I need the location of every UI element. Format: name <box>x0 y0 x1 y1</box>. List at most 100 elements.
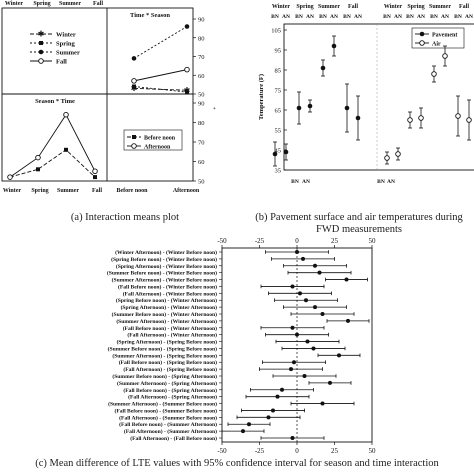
series-line <box>133 69 188 82</box>
season-label: Winter <box>272 4 291 10</box>
plot-b-frame <box>283 23 474 171</box>
legend-label: Spring <box>56 41 76 48</box>
sub-label: AN <box>306 14 314 20</box>
x-tick-label-bottom: -50 <box>217 447 227 455</box>
season-label: Fall <box>93 1 103 7</box>
sub-label: BN <box>343 14 351 20</box>
comparison-label: (Fall Before noon) - (Summer Before noon… <box>114 407 217 414</box>
comparison-label: (Winter Afternoon) - (Winter Before noon… <box>115 249 217 256</box>
sub-label: BN <box>454 14 462 20</box>
comparison-label: (Fall Afternoon) - (Fall Before noon) <box>130 435 217 442</box>
panel-title: Season * Time <box>35 98 75 105</box>
comparison-label: (Summer Before noon) - (Spring Afternoon… <box>112 373 217 380</box>
data-point <box>7 174 13 180</box>
comparison-label: (Spring Afternoon) - (Spring Before noon… <box>117 339 218 346</box>
x-tick-label: Before noon <box>116 188 148 194</box>
y-tick-label: 90 <box>198 17 205 24</box>
mean-point <box>320 312 325 316</box>
legend-label: Pavement <box>432 33 457 39</box>
data-point <box>63 111 69 118</box>
data-point <box>131 56 137 61</box>
comparison-label: (Fall Afternoon) - (Summer Before noon) <box>119 414 217 421</box>
sub-label: BN <box>383 14 391 20</box>
comparison-label: (Summer Before noon) - (Winter Before no… <box>107 270 217 277</box>
data-point <box>407 117 413 123</box>
comparison-label: (Fall Before noon) - (Winter Before noon… <box>118 283 217 290</box>
mean-point <box>280 387 284 392</box>
data-point <box>132 84 136 89</box>
legend-marker <box>38 58 44 64</box>
temperature-plot: Winter Spring Summer Fall Winter Spring Summer… <box>258 4 474 185</box>
sub-label: AN <box>417 14 425 20</box>
mean-point <box>271 408 275 413</box>
sub-label: BN <box>291 179 299 185</box>
season-label: Spring <box>296 4 313 10</box>
caption-a: (a) Interaction means plot <box>70 212 180 223</box>
data-point <box>331 43 337 49</box>
mean-point <box>304 298 308 303</box>
panel-title: Time * Season <box>130 12 170 19</box>
sub-label: AN <box>330 14 338 20</box>
sub-label: AN <box>394 14 402 20</box>
legend-label: Fall <box>56 59 67 66</box>
x-tick-label-bottom: 50 <box>369 447 377 455</box>
y-tick-label: 50 <box>198 179 205 186</box>
y-tick-label: 50 <box>198 92 205 99</box>
y-tick-label: 35 <box>275 168 282 175</box>
comparison-label: (Fall Afternoon) - (Spring Before noon) <box>123 366 217 373</box>
x-tick-label-bottom: 0 <box>295 447 299 455</box>
y-tick-label: 80 <box>198 120 205 127</box>
legend-marker <box>39 41 43 45</box>
comparison-label: (Summer Afternoon) - (Winter Afternoon) <box>116 318 217 325</box>
data-point <box>283 149 289 155</box>
comparison-label: (Fall Afternoon) - (Winter Afternoon) <box>127 332 217 339</box>
mean-point <box>311 346 316 351</box>
data-point <box>442 53 448 59</box>
x-tick-label: Summer <box>57 188 79 194</box>
sub-label: AN <box>282 14 290 20</box>
x-tick-label: Afternoon <box>173 188 200 194</box>
y-tick-label: 95 <box>275 48 282 55</box>
comparison-label: (Fall Before noon) - (Summer Afternoon) <box>119 421 217 428</box>
mean-point <box>266 415 271 420</box>
y-tick-label: 55 <box>275 128 282 135</box>
y-tick-label: 60 <box>198 73 205 80</box>
x-tick-label-bottom: -25 <box>255 447 265 455</box>
data-point <box>92 168 98 174</box>
mean-point <box>305 339 310 344</box>
y-tick-label: 70 <box>198 140 205 147</box>
data-point <box>466 117 472 123</box>
season-label: Fall <box>459 4 469 10</box>
mean-point <box>337 353 341 358</box>
series-line <box>133 86 188 93</box>
x-tick-label-top: 50 <box>369 237 377 245</box>
y-tick-label: 65 <box>275 108 282 115</box>
data-point <box>320 65 326 71</box>
mean-point <box>290 325 295 330</box>
sub-label: AN <box>465 14 473 20</box>
comparison-label: (Fall Afternoon) - (Winter Before noon) <box>123 290 217 297</box>
x-tick-label-top: 25 <box>331 237 339 245</box>
y-tick-label: 80 <box>198 35 205 42</box>
season-label: Winter <box>5 1 24 7</box>
comparison-label: (Fall Before noon) - (Spring Afternoon) <box>123 387 217 394</box>
legend-marker <box>419 31 425 37</box>
data-point <box>184 24 190 29</box>
legend-label: Winter <box>56 32 76 39</box>
series-line <box>9 149 96 178</box>
series-line <box>133 26 188 59</box>
caption-b: (b) Pavement surface and air temperature… <box>255 212 463 235</box>
sub-label: BN <box>377 179 385 185</box>
sub-label: BN <box>295 14 303 20</box>
season-label: Summer <box>429 4 451 10</box>
data-point <box>64 147 68 152</box>
data-point <box>272 151 278 157</box>
mean-point <box>320 401 325 406</box>
comparison-label: (Fall Before noon) - (Winter Afternoon) <box>123 325 217 332</box>
mean-point <box>292 360 296 365</box>
y-tick-label: 105 <box>271 28 281 35</box>
comparison-label: (Spring Before noon) - (Winter Before no… <box>111 256 217 263</box>
data-point <box>431 71 437 77</box>
season-label: Spring <box>407 4 424 10</box>
